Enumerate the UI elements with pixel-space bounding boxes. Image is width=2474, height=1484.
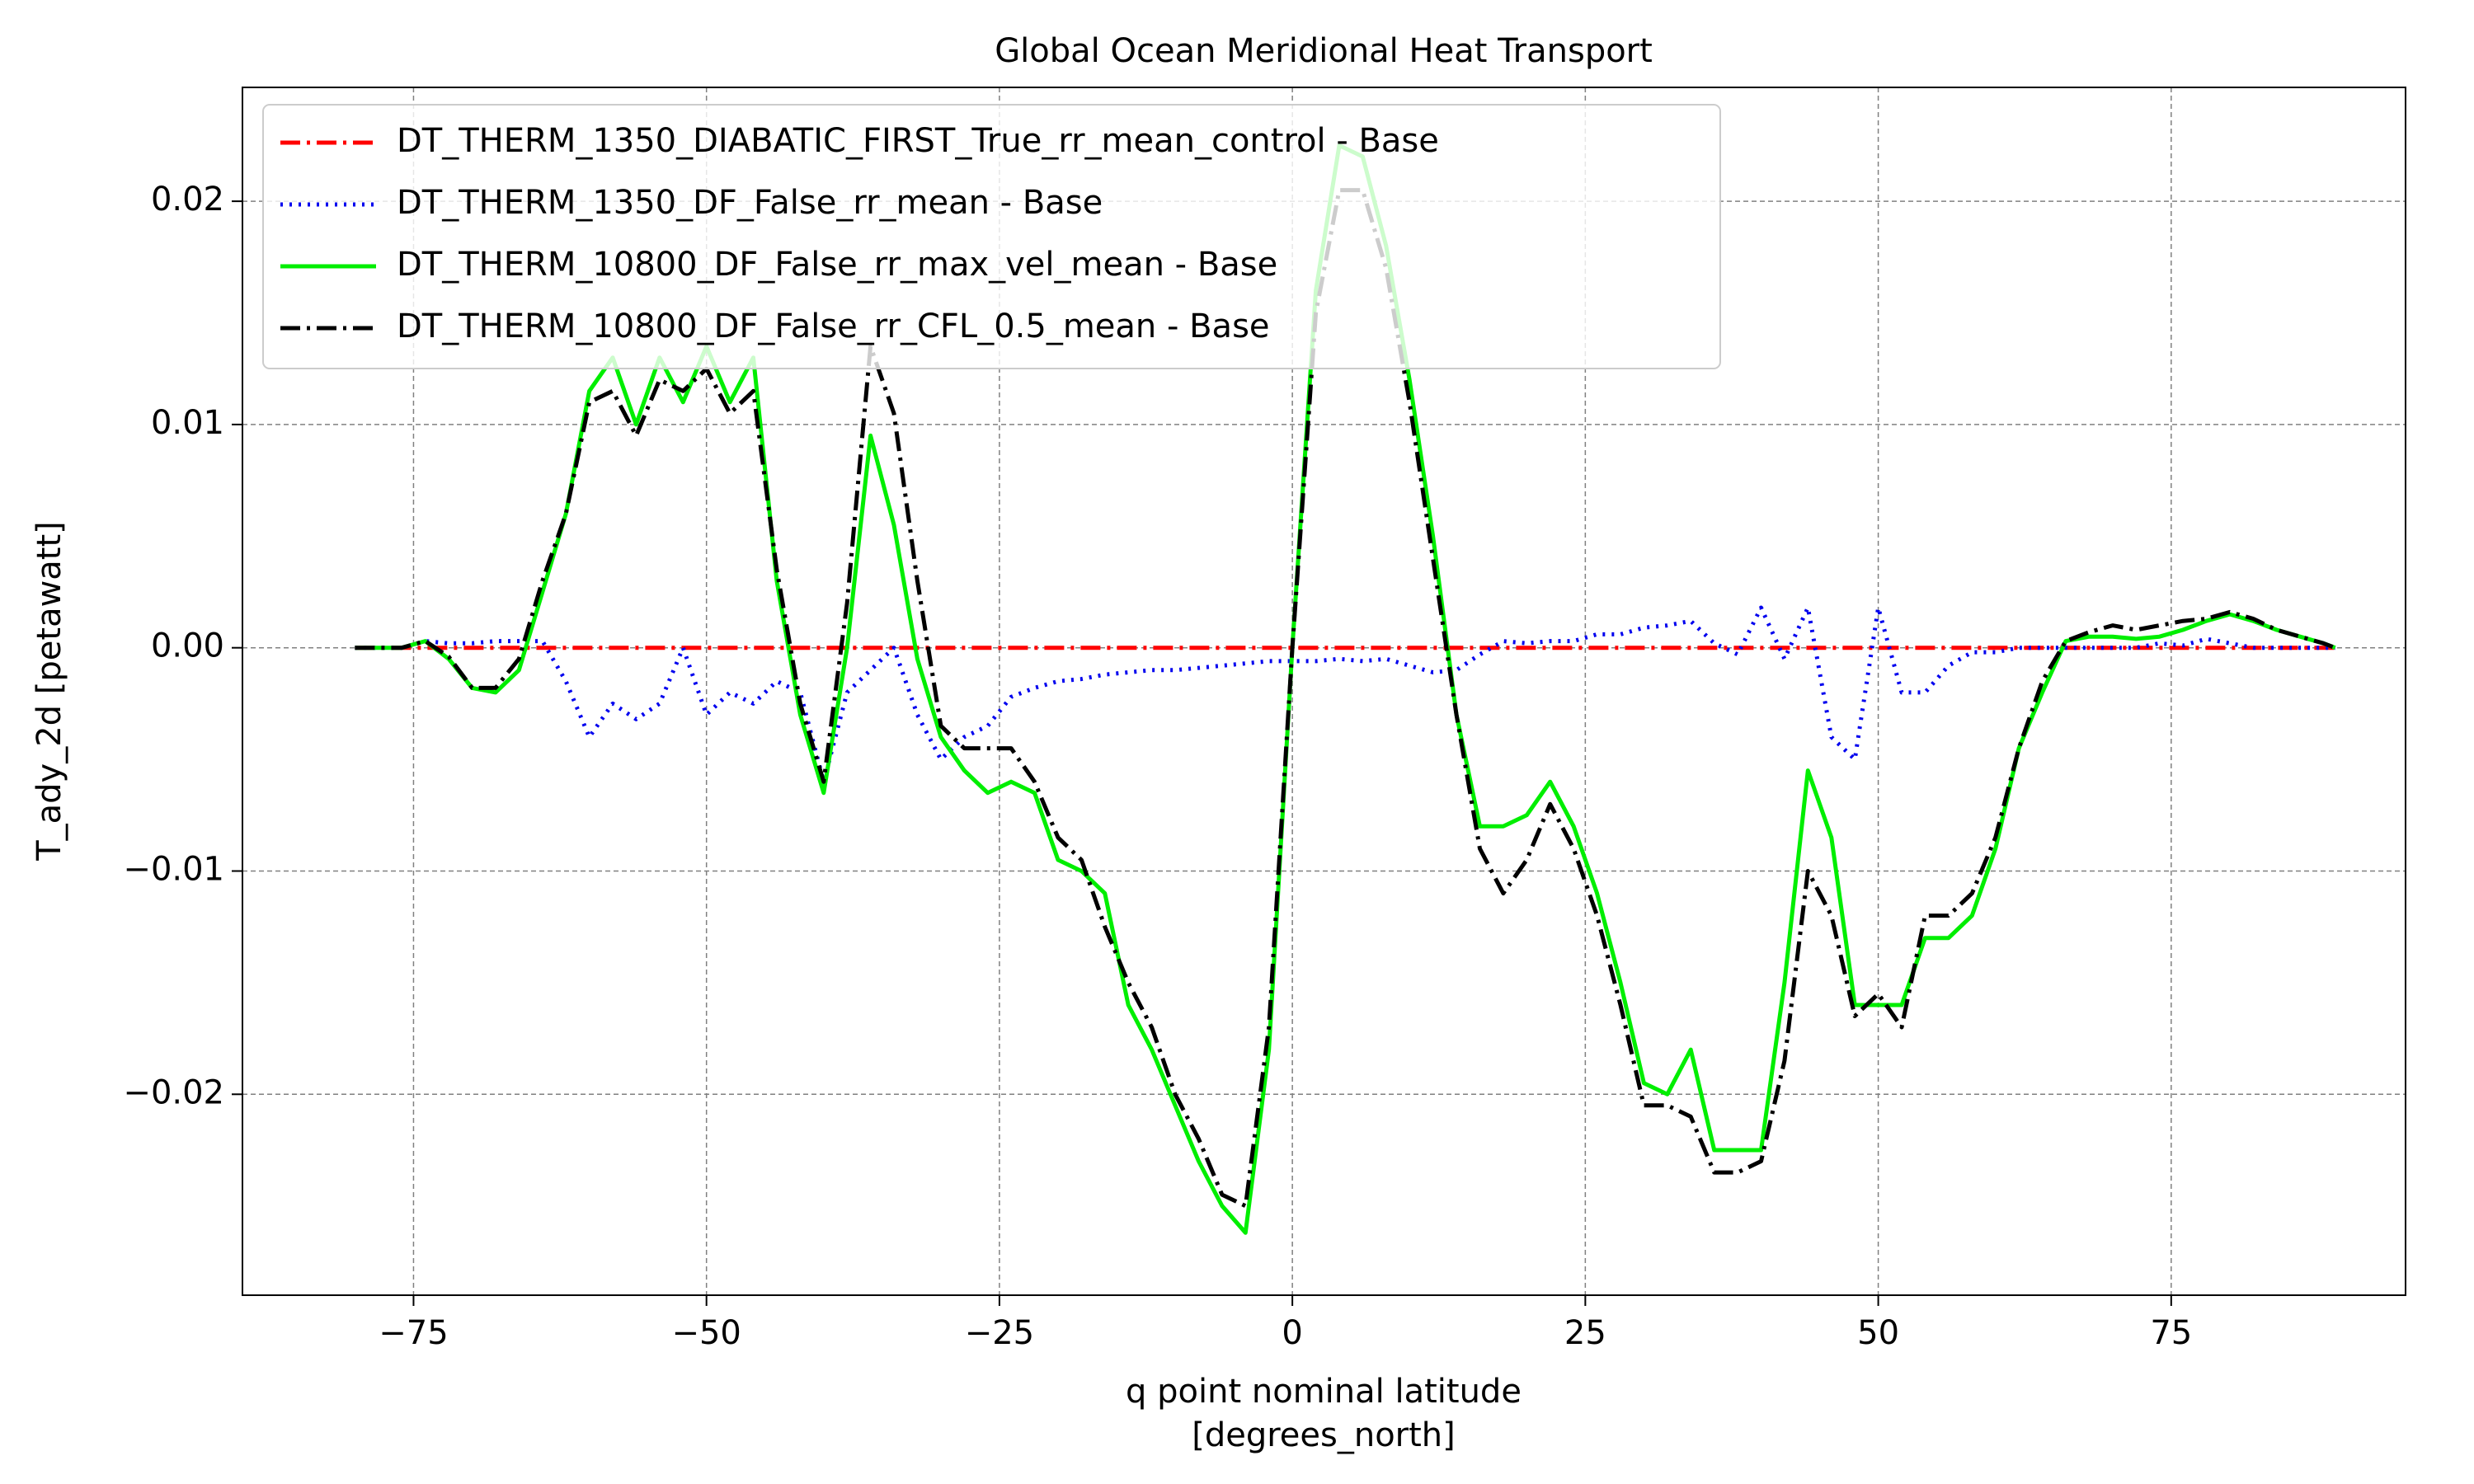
y-tick-label: 0.01 bbox=[151, 404, 224, 442]
legend-box bbox=[262, 104, 1721, 369]
y-axis-label: T_ady_2d [petawatt] bbox=[31, 521, 68, 862]
y-tick-label: 0.02 bbox=[151, 181, 224, 218]
x-tick-label: 0 bbox=[1282, 1314, 1302, 1352]
legend-label: DT_THERM_1350_DF_False_rr_mean - Base bbox=[397, 184, 1103, 222]
y-tick-label: 0.00 bbox=[151, 627, 224, 665]
x-axis-label: [degrees_north] bbox=[1192, 1416, 1456, 1454]
x-tick-label: 50 bbox=[1857, 1314, 1899, 1352]
x-tick-label: 25 bbox=[1564, 1314, 1606, 1352]
legend-label: DT_THERM_10800_DF_False_rr_max_vel_mean … bbox=[397, 246, 1277, 284]
x-tick-label: −50 bbox=[671, 1314, 741, 1352]
x-tick-label: −75 bbox=[379, 1314, 448, 1352]
chart-title: Global Ocean Meridional Heat Transport bbox=[995, 32, 1653, 70]
x-axis-label: q point nominal latitude bbox=[1126, 1373, 1522, 1411]
y-tick-label: −0.01 bbox=[123, 850, 224, 888]
legend-label: DT_THERM_1350_DIABATIC_FIRST_True_rr_mea… bbox=[397, 122, 1439, 160]
plot-frame bbox=[242, 87, 2406, 1296]
legend-label: DT_THERM_10800_DF_False_rr_CFL_0.5_mean … bbox=[397, 308, 1270, 345]
x-tick-label: 75 bbox=[2150, 1314, 2192, 1352]
y-tick-label: −0.02 bbox=[123, 1073, 224, 1111]
x-tick-label: −25 bbox=[965, 1314, 1034, 1352]
legend: DT_THERM_1350_DIABATIC_FIRST_True_rr_mea… bbox=[262, 104, 1721, 369]
